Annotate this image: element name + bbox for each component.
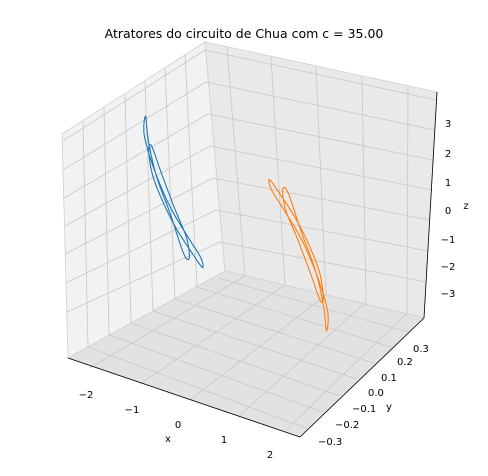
z-tick-label: 3	[445, 119, 451, 130]
z-axis-label: z	[463, 201, 468, 212]
z-tick-label: 2	[445, 149, 451, 160]
z-tick-label: 1	[445, 178, 451, 189]
y-tick-label: −0.3	[318, 437, 342, 448]
attractor-curves	[143, 115, 329, 332]
z-tick-labels: −3 −2 −1 0 1 2 3	[441, 119, 456, 300]
attractor-series-2-line	[268, 178, 329, 332]
y-tick-label: −0.2	[335, 420, 359, 431]
x-tick-label: −1	[125, 405, 140, 416]
axis-lines	[67, 91, 438, 438]
x-axis-label: x	[165, 434, 171, 445]
x-tick-label: 2	[267, 450, 273, 461]
x-tick-labels: −2 −1 0 1 2	[79, 390, 274, 461]
x-tick-label: −2	[79, 390, 94, 401]
z-tick-label: −2	[441, 262, 456, 273]
y-tick-label: 0.1	[381, 373, 397, 384]
grid-lines	[62, 46, 437, 431]
z-tick-label: −1	[441, 235, 456, 246]
attractor-series-1-line	[143, 115, 204, 269]
chart-title: Atratores do circuito de Chua com c = 35…	[105, 26, 384, 41]
z-tick-label: −3	[441, 289, 456, 300]
x-axis-line	[67, 357, 301, 438]
y-tick-label: 0.2	[397, 357, 413, 368]
y-axis-label: y	[386, 402, 392, 413]
y-tick-labels: −0.3 −0.2 −0.1 0.0 0.1 0.2 0.3	[318, 344, 429, 448]
y-tick-label: −0.1	[352, 404, 376, 415]
x-tick-label: 1	[221, 435, 227, 446]
z-tick-label: 0	[445, 206, 451, 217]
y-tick-label: 0.3	[413, 344, 429, 355]
z-axis-line	[423, 91, 438, 319]
y-axis-line	[299, 317, 425, 438]
x-tick-label: 0	[175, 420, 181, 431]
y-tick-label: 0.0	[368, 388, 384, 399]
